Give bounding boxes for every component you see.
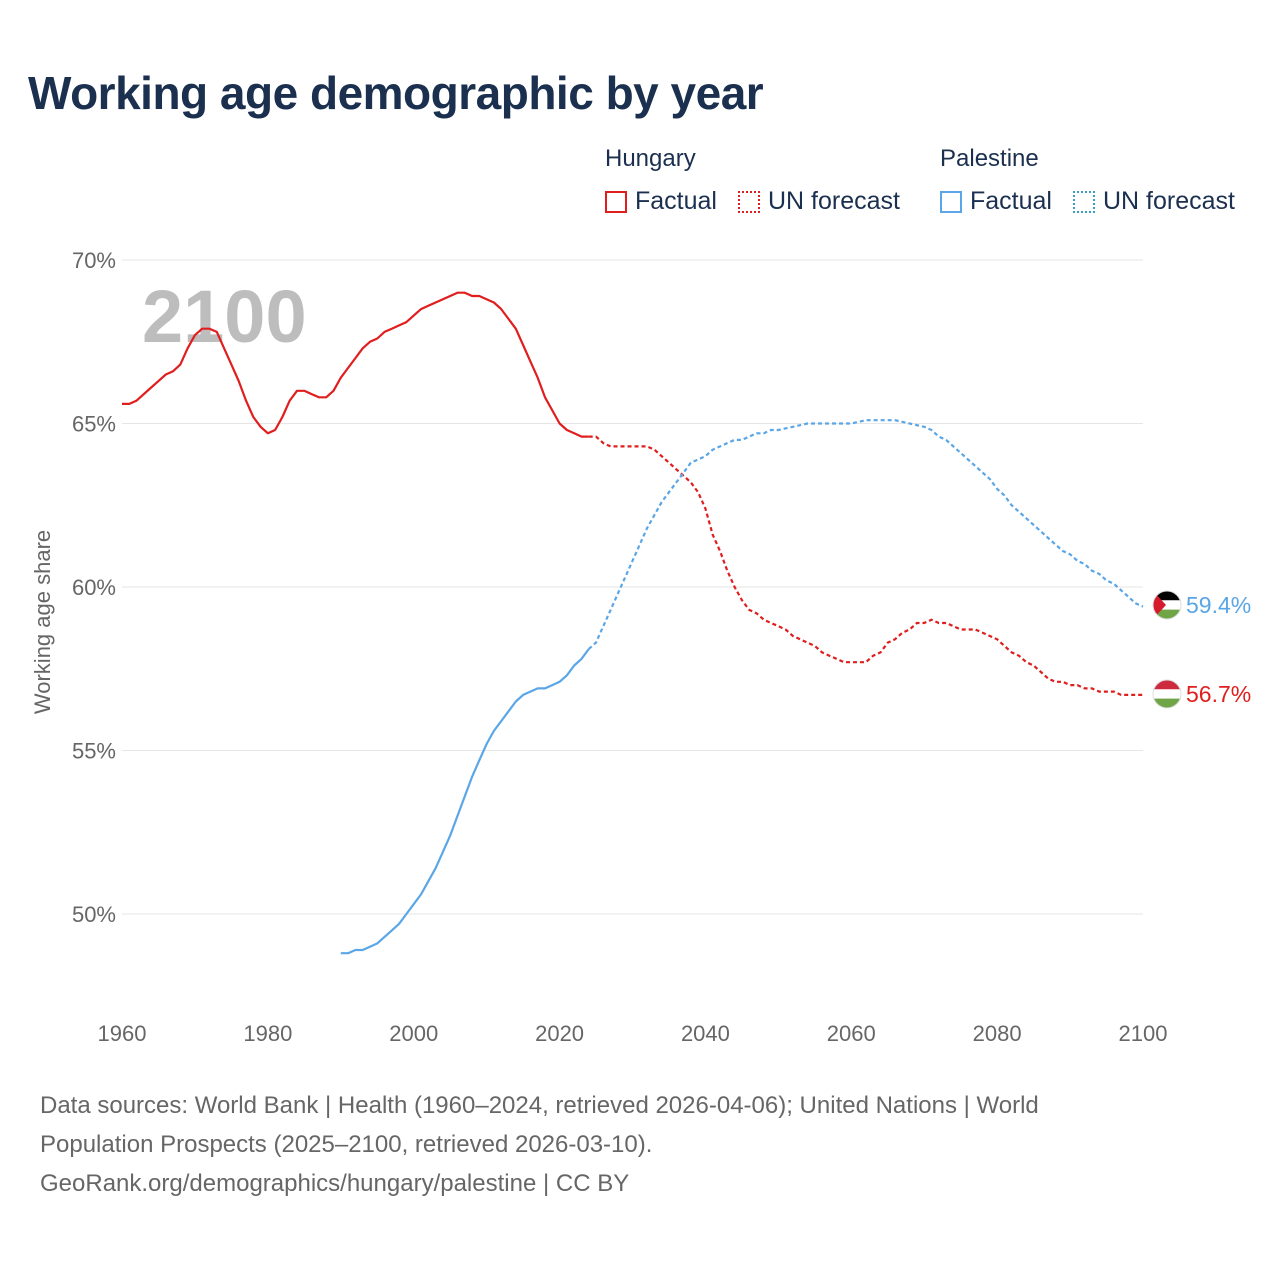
x-axis-ticks: 1960 1980 2000 2020 2040 2060 2080 2100 bbox=[98, 1021, 1168, 1046]
legend-label: Factual bbox=[970, 187, 1052, 215]
legend-swatch-dotted-icon bbox=[1073, 190, 1095, 213]
hungary-forecast-line[interactable] bbox=[588, 435, 1143, 696]
y-axis-title: Working age share bbox=[30, 530, 55, 714]
hungary-factual-line[interactable] bbox=[122, 291, 589, 438]
legend-label: UN forecast bbox=[768, 187, 900, 215]
footer-line: Data sources: World Bank | Health (1960–… bbox=[40, 1092, 1039, 1119]
palestine-end-label: 59.4% bbox=[1186, 592, 1251, 618]
legend-swatch-solid-icon bbox=[940, 190, 962, 213]
x-tick-label: 2020 bbox=[535, 1021, 584, 1046]
legend-swatch-dotted-icon bbox=[738, 190, 760, 213]
palestine-forecast-line[interactable] bbox=[587, 419, 1144, 650]
grid-lines bbox=[122, 259, 1143, 915]
y-tick-label: 65% bbox=[72, 412, 116, 437]
x-tick-label: 2100 bbox=[1119, 1021, 1168, 1046]
y-tick-label: 55% bbox=[72, 739, 116, 764]
palestine-flag-icon bbox=[1152, 590, 1182, 620]
legend-palestine-forecast[interactable]: UN forecast bbox=[1073, 187, 1235, 216]
legend-hungary-forecast[interactable]: UN forecast bbox=[738, 187, 900, 216]
x-tick-label: 2000 bbox=[389, 1021, 438, 1046]
x-tick-label: 1980 bbox=[243, 1021, 292, 1046]
legend-swatch-solid-icon bbox=[605, 190, 627, 213]
footer-line: GeoRank.org/demographics/hungary/palesti… bbox=[40, 1170, 630, 1197]
legend-group-palestine: Palestine bbox=[940, 145, 1039, 172]
footer-line: Population Prospects (2025–2100, retriev… bbox=[40, 1131, 653, 1158]
y-tick-label: 50% bbox=[72, 902, 116, 927]
legend-hungary-factual[interactable]: Factual bbox=[605, 187, 717, 216]
legend-palestine-factual[interactable]: Factual bbox=[940, 187, 1052, 216]
legend-label: Factual bbox=[635, 187, 717, 215]
x-tick-label: 1960 bbox=[98, 1021, 147, 1046]
y-tick-label: 70% bbox=[72, 248, 116, 273]
x-tick-label: 2080 bbox=[973, 1021, 1022, 1046]
series-lines bbox=[122, 291, 1144, 955]
footer-sources: Data sources: World Bank | Health (1960–… bbox=[40, 1086, 1240, 1203]
line-chart: 50% 55% 60% 65% 70% 1960 1980 2000 2020 2040 2060… bbox=[30, 248, 1251, 1046]
hungary-flag-icon bbox=[1152, 679, 1182, 709]
year-overlay: 2100 bbox=[142, 275, 307, 358]
legend-group-hungary: Hungary bbox=[605, 145, 696, 172]
x-tick-label: 2040 bbox=[681, 1021, 730, 1046]
x-tick-label: 2060 bbox=[827, 1021, 876, 1046]
y-tick-label: 60% bbox=[72, 575, 116, 600]
chart-title: Working age demographic by year bbox=[28, 67, 764, 119]
palestine-factual-line[interactable] bbox=[340, 648, 590, 955]
y-axis-ticks: 50% 55% 60% 65% 70% bbox=[72, 248, 116, 927]
legend-label: UN forecast bbox=[1103, 187, 1235, 215]
hungary-end-label: 56.7% bbox=[1186, 681, 1251, 707]
